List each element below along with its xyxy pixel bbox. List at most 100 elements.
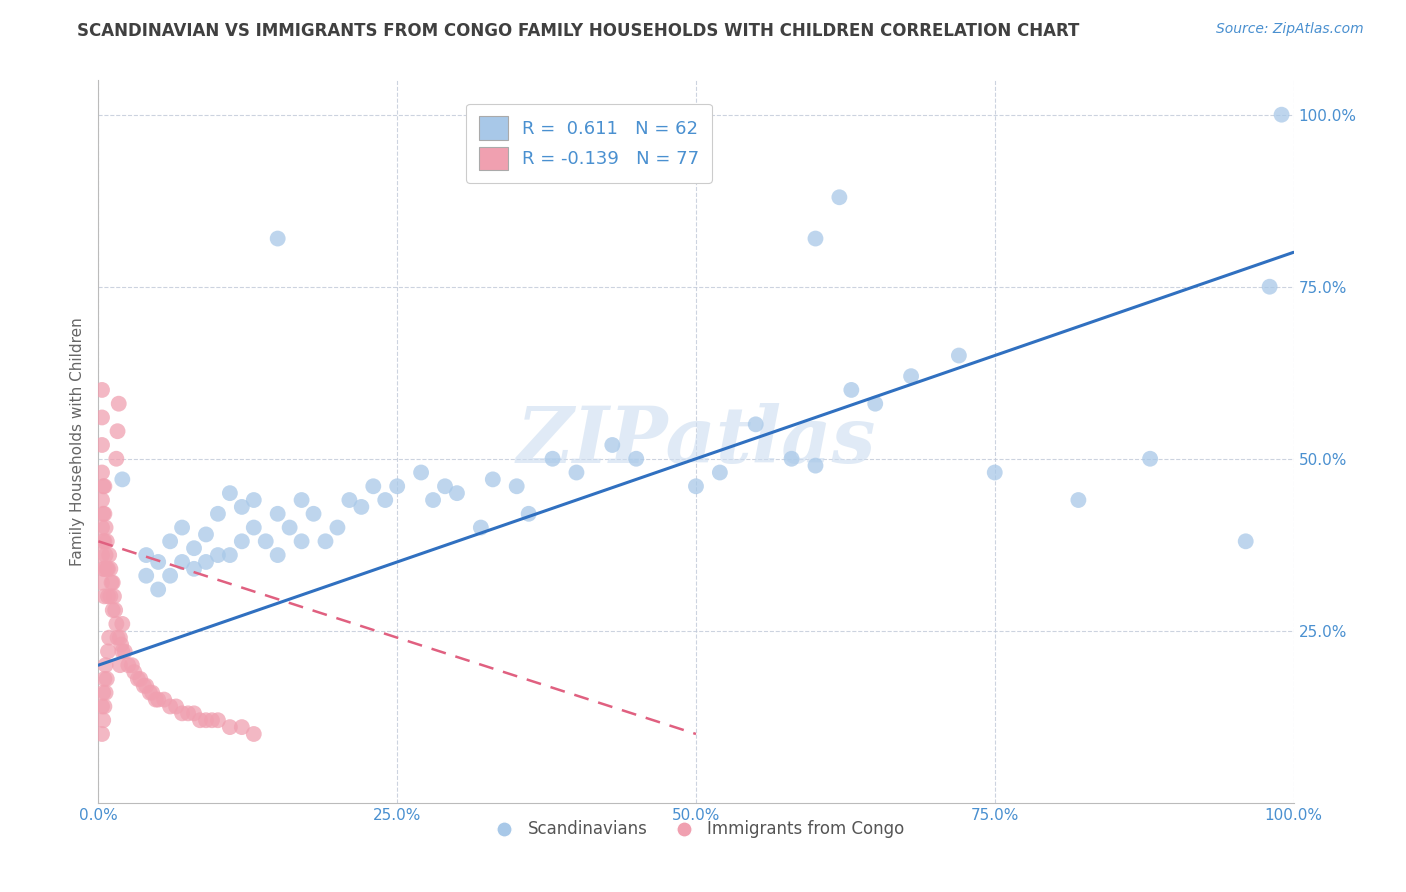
Point [481, 472, 505, 486]
Point [984, 466, 1007, 480]
Point [326, 520, 349, 534]
Point [506, 479, 529, 493]
Point [108, 658, 131, 673]
Point [828, 190, 851, 204]
Point [91, 699, 114, 714]
Text: Source: ZipAtlas.com: Source: ZipAtlas.com [1216, 22, 1364, 37]
Point [745, 417, 768, 432]
Point [107, 424, 129, 438]
Point [254, 534, 277, 549]
Point [91, 507, 114, 521]
Point [148, 692, 170, 706]
Point [93, 507, 115, 521]
Point [243, 727, 266, 741]
Point [108, 631, 131, 645]
Point [93, 479, 115, 493]
Point [278, 520, 301, 534]
Point [470, 520, 492, 534]
Point [183, 706, 205, 721]
Point [97, 562, 120, 576]
Point [91, 466, 114, 480]
Point [183, 562, 205, 576]
Point [804, 458, 827, 473]
Point [207, 548, 229, 562]
Point [231, 534, 253, 549]
Point [172, 706, 194, 721]
Point [1271, 108, 1294, 122]
Point [121, 658, 143, 673]
Point [195, 713, 218, 727]
Point [315, 534, 337, 549]
Point [517, 507, 540, 521]
Point [91, 686, 114, 700]
Point [91, 479, 114, 493]
Point [602, 438, 624, 452]
Point [96, 562, 118, 576]
Point [267, 507, 290, 521]
Point [243, 520, 266, 534]
Point [267, 231, 290, 245]
Point [98, 548, 121, 562]
Point [135, 568, 157, 582]
Point [127, 672, 149, 686]
Point [201, 713, 224, 727]
Point [139, 686, 162, 700]
Point [111, 472, 134, 486]
Point [541, 451, 564, 466]
Point [446, 486, 468, 500]
Point [804, 231, 827, 245]
Point [104, 603, 127, 617]
Point [188, 713, 211, 727]
Point [207, 713, 229, 727]
Point [91, 493, 114, 508]
Point [101, 603, 124, 617]
Point [98, 631, 121, 645]
Point [97, 644, 120, 658]
Point [111, 616, 134, 631]
Point [172, 520, 194, 534]
Point [841, 383, 863, 397]
Point [626, 451, 648, 466]
Legend: Scandinavians, Immigrants from Congo: Scandinavians, Immigrants from Congo [481, 814, 911, 845]
Point [434, 479, 457, 493]
Point [207, 507, 229, 521]
Point [411, 466, 433, 480]
Point [422, 493, 444, 508]
Point [159, 568, 181, 582]
Point [1234, 534, 1257, 549]
Point [291, 534, 314, 549]
Point [91, 520, 114, 534]
Point [1258, 279, 1281, 293]
Point [91, 534, 114, 549]
Point [159, 699, 181, 714]
Point [93, 562, 115, 576]
Point [231, 720, 253, 734]
Y-axis label: Family Households with Children: Family Households with Children [69, 318, 84, 566]
Point [267, 548, 290, 562]
Point [100, 575, 122, 590]
Point [105, 616, 128, 631]
Point [103, 590, 125, 604]
Text: ZIPatlas: ZIPatlas [516, 403, 876, 480]
Point [107, 631, 129, 645]
Point [1067, 493, 1090, 508]
Point [177, 706, 200, 721]
Point [91, 562, 114, 576]
Point [101, 575, 124, 590]
Point [93, 699, 115, 714]
Point [195, 555, 218, 569]
Point [94, 686, 117, 700]
Point [865, 397, 887, 411]
Point [97, 590, 120, 604]
Point [148, 582, 170, 597]
Point [96, 672, 118, 686]
Point [135, 548, 157, 562]
Point [219, 486, 242, 500]
Point [111, 644, 134, 658]
Point [98, 590, 122, 604]
Point [219, 548, 242, 562]
Point [159, 534, 181, 549]
Point [135, 679, 157, 693]
Point [117, 658, 139, 673]
Point [291, 493, 314, 508]
